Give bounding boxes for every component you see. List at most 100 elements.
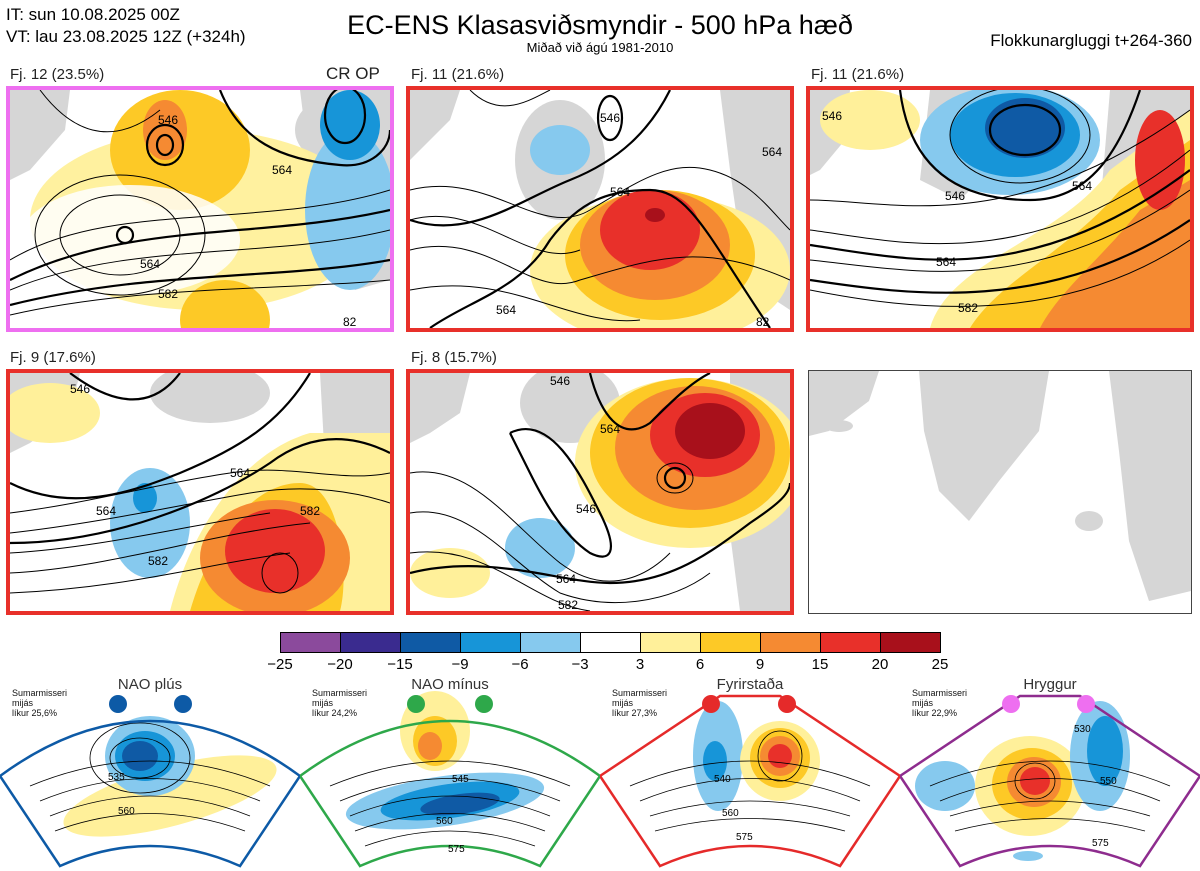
colorbar-tick: −9 xyxy=(451,656,469,673)
contour-label: 564 xyxy=(610,185,630,199)
colorbar-swatch xyxy=(580,632,641,653)
panel-3-label: Fj. 11 (21.6%) xyxy=(811,66,905,83)
regime-note: Sumarmisseri mijás líkur 24,2% xyxy=(312,688,367,718)
contour-label: 564 xyxy=(556,572,576,586)
colorbar-tick: 3 xyxy=(635,656,645,673)
regime-nao-plus-graphic: 535 560 xyxy=(0,695,300,868)
contour-label: 550 xyxy=(1100,776,1117,787)
contour-label: 582 xyxy=(158,287,178,301)
regime-title: Fyrirstaða xyxy=(716,676,784,693)
initial-time: IT: sun 10.08.2025 00Z xyxy=(6,5,180,24)
regime-nao-plus: 535 560 NAO plús Sumarmisseri mijás líku… xyxy=(0,676,300,871)
classification-window: Flokkunargluggi t+264-360 xyxy=(990,31,1192,50)
contour-label: 560 xyxy=(436,816,453,827)
contour-label: 546 xyxy=(70,382,90,396)
cluster-map-1-graphic: 546 564 564 582 82 xyxy=(10,90,390,328)
panel-4-label: Fj. 9 (17.6%) xyxy=(10,349,96,366)
cluster-map-4-graphic: 546 564 564 582 582 xyxy=(10,373,390,611)
cluster-map-5: 546 564 546 564 582 xyxy=(406,369,794,615)
colorbar-swatch xyxy=(820,632,881,653)
contour-label: 582 xyxy=(558,598,578,611)
panel-5-label: Fj. 8 (15.7%) xyxy=(411,349,497,366)
contour-label: 546 xyxy=(822,109,842,123)
contour-label: 82 xyxy=(343,315,357,328)
contour-label: 564 xyxy=(272,163,292,177)
contour-label: 575 xyxy=(448,844,465,855)
contour-label: 564 xyxy=(96,504,116,518)
forecast-times: IT: sun 10.08.2025 00Z VT: lau 23.08.202… xyxy=(6,4,246,48)
colorbar-swatch xyxy=(460,632,521,653)
cluster-map-5-graphic: 546 564 546 564 582 xyxy=(410,373,790,611)
colorbar-swatch xyxy=(700,632,761,653)
contour-label: 575 xyxy=(1092,838,1109,849)
regime-note-line: Sumarmisseri xyxy=(312,688,368,698)
colorbar-tick: 9 xyxy=(755,656,765,673)
contour-label: 540 xyxy=(714,774,731,785)
contour-label: 546 xyxy=(158,113,178,127)
regime-note-line: mijás xyxy=(312,698,334,708)
regime-title: NAO mínus xyxy=(411,676,489,693)
regime-ridge-graphic: 530 550 575 xyxy=(900,694,1200,868)
regime-note-line: mijás xyxy=(612,698,634,708)
contour-label: 560 xyxy=(722,808,739,819)
regime-blocking-graphic: 540 560 575 xyxy=(600,694,900,868)
regime-note: Sumarmisseri mijás líkur 22,9% xyxy=(912,688,967,718)
colorbar-tick: −20 xyxy=(327,656,353,673)
cluster-map-1: 546 564 564 582 82 xyxy=(6,86,394,332)
cluster-map-3-graphic: 546 564 564 582 546 xyxy=(810,90,1190,328)
contour-label: 582 xyxy=(148,554,168,568)
colorbar-swatch xyxy=(280,632,341,653)
regime-note-line: Sumarmisseri xyxy=(612,688,668,698)
contour-label: 535 xyxy=(108,772,125,783)
contour-label: 82 xyxy=(756,315,770,328)
colorbar-swatch xyxy=(400,632,461,653)
regime-note-line: líkur 27,3% xyxy=(612,708,658,718)
panel-2-label: Fj. 11 (21.6%) xyxy=(411,66,505,83)
contour-label: 564 xyxy=(140,257,160,271)
colorbar-swatch xyxy=(640,632,701,653)
regime-title: Hryggur xyxy=(1023,676,1077,693)
cluster-map-3: 546 564 564 582 546 xyxy=(806,86,1194,332)
colorbar-tick: 20 xyxy=(871,656,889,673)
cluster-map-4: 546 564 564 582 582 xyxy=(6,369,394,615)
basemap-graphic xyxy=(809,371,1191,601)
regime-note-line: Sumarmisseri xyxy=(12,688,68,698)
contour-label: 564 xyxy=(762,145,782,159)
regime-note-line: Sumarmisseri xyxy=(912,688,968,698)
contour-label: 546 xyxy=(550,374,570,388)
cluster-map-2: 546 564 564 564 82 xyxy=(406,86,794,332)
basemap-panel xyxy=(808,370,1192,614)
colorbar-tick: −3 xyxy=(571,656,589,673)
contour-label: 560 xyxy=(118,806,135,817)
contour-label: 582 xyxy=(958,301,978,315)
colorbar-tick: 15 xyxy=(811,656,829,673)
regime-note-line: mijás xyxy=(912,698,934,708)
cluster-map-2-graphic: 546 564 564 564 82 xyxy=(410,90,790,328)
colorbar-tick: −6 xyxy=(511,656,529,673)
contour-label: 564 xyxy=(230,466,250,480)
regime-note: Sumarmisseri mijás líkur 25,6% xyxy=(12,688,67,718)
colorbar-swatch xyxy=(760,632,821,653)
page-title: EC-ENS Klasasviðsmyndir - 500 hPa hæð xyxy=(347,10,853,40)
regime-nao-minus: 545 560 575 NAO mínus Sumarmisseri mijás… xyxy=(300,676,600,871)
regime-note: Sumarmisseri mijás líkur 27,3% xyxy=(612,688,667,718)
regime-title: NAO plús xyxy=(117,676,183,693)
contour-label: 546 xyxy=(576,502,596,516)
colorbar-swatch xyxy=(340,632,401,653)
colorbar-swatch xyxy=(880,632,941,653)
contour-label: 545 xyxy=(452,774,469,785)
regime-note-line: líkur 25,6% xyxy=(12,708,58,718)
colorbar-tick: −15 xyxy=(387,656,413,673)
page-subtitle: Miðað við ágú 1981-2010 xyxy=(526,40,674,55)
contour-label: 564 xyxy=(496,303,516,317)
contour-label: 582 xyxy=(300,504,320,518)
contour-label: 564 xyxy=(600,422,620,436)
contour-label: 546 xyxy=(600,111,620,125)
colorbar-tick: 25 xyxy=(931,656,949,673)
contour-label: 564 xyxy=(1072,179,1092,193)
valid-time: VT: lau 23.08.2025 12Z (+324h) xyxy=(6,27,246,46)
colorbar-tick: 6 xyxy=(695,656,705,673)
regime-note-line: líkur 24,2% xyxy=(312,708,358,718)
panel-1-label: Fj. 12 (23.5%) xyxy=(10,66,105,83)
panel-1-crop-label: CR OP xyxy=(326,64,380,83)
